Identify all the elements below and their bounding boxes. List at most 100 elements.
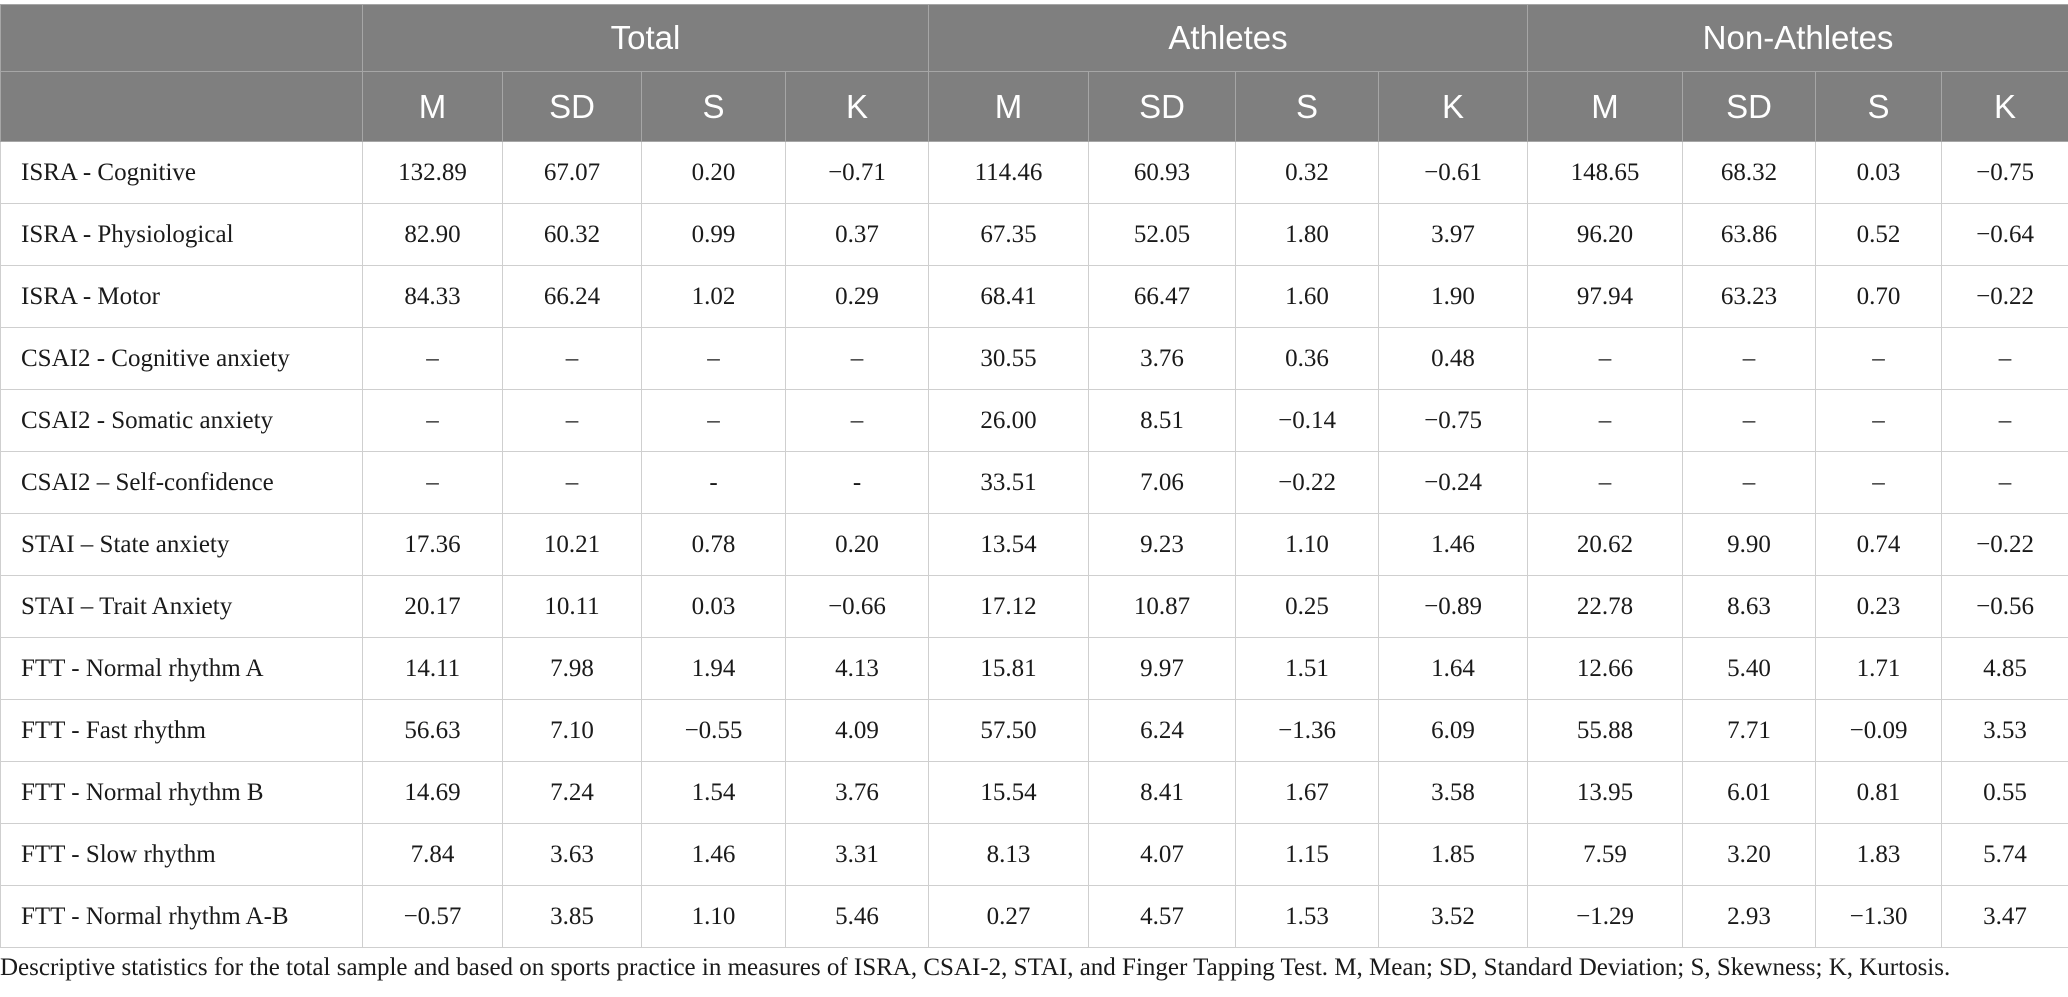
table-cell: 1.71	[1815, 637, 1943, 700]
table-cell: 4.85	[1941, 637, 2068, 700]
table-cell: 7.24	[502, 761, 642, 824]
group-header-non-athletes: Non-Athletes	[1527, 4, 2068, 72]
table-cell: –	[502, 389, 642, 452]
table-cell: 3.58	[1378, 761, 1529, 824]
row-label: CSAI2 – Self-confidence	[0, 451, 363, 514]
table-cell: −0.22	[1941, 265, 2068, 328]
table-cell: 3.63	[502, 823, 642, 886]
table-body: ISRA - Cognitive 132.89 67.07 0.20 −0.71 114.…	[0, 141, 2068, 948]
table-cell: 6.24	[1088, 699, 1237, 762]
table-cell: 6.01	[1682, 761, 1817, 824]
column-header: M	[1527, 71, 1684, 142]
table-cell: −0.75	[1941, 141, 2068, 204]
table-cell: 4.09	[784, 699, 930, 762]
table-cell: –	[362, 389, 503, 452]
table-cell: 63.86	[1682, 203, 1817, 266]
table-cell: −0.55	[641, 699, 786, 762]
column-header: S	[1815, 71, 1943, 142]
table-row: FTT - Normal rhythm A 14.11 7.98 1.94 4.13 15…	[0, 637, 2068, 700]
table-cell: 0.81	[1815, 761, 1943, 824]
table-cell: 60.93	[1088, 141, 1237, 204]
column-header: SD	[502, 71, 642, 142]
table-cell: 68.41	[928, 265, 1090, 328]
table-cell: 67.07	[502, 141, 642, 204]
table-cell: 4.07	[1088, 823, 1237, 886]
table-cell: 7.71	[1682, 699, 1817, 762]
table-row: STAI – Trait Anxiety 20.17 10.11 0.03 −0.66 1…	[0, 575, 2068, 638]
table-row: ISRA - Physiological 82.90 60.32 0.99 0.37 67…	[0, 203, 2068, 266]
table-cell: 63.23	[1682, 265, 1817, 328]
table-cell: 0.20	[641, 141, 786, 204]
row-label: ISRA - Physiological	[0, 203, 363, 266]
row-label: FTT - Normal rhythm B	[0, 761, 363, 824]
column-header: SD	[1682, 71, 1817, 142]
table-cell: 0.03	[641, 575, 786, 638]
table-cell: 1.10	[641, 885, 786, 948]
column-header: M	[928, 71, 1090, 142]
table-cell: 1.02	[641, 265, 786, 328]
table-cell: –	[1815, 451, 1943, 514]
table-cell: 3.85	[502, 885, 642, 948]
table-cell: 20.17	[362, 575, 503, 638]
table-cell: –	[1815, 327, 1943, 390]
column-header: K	[1941, 71, 2068, 142]
table-cell: 10.21	[502, 513, 642, 576]
row-label: STAI – Trait Anxiety	[0, 575, 363, 638]
table-cell: −0.75	[1378, 389, 1529, 452]
table-cell: −1.30	[1815, 885, 1943, 948]
table-cell: 8.51	[1088, 389, 1237, 452]
table-cell: 97.94	[1527, 265, 1684, 328]
header-corner-cell	[0, 4, 363, 72]
table-cell: 82.90	[362, 203, 503, 266]
table-cell: 0.03	[1815, 141, 1943, 204]
column-header: S	[641, 71, 786, 142]
table-cell: 26.00	[928, 389, 1090, 452]
row-label: ISRA - Motor	[0, 265, 363, 328]
table-cell: 8.63	[1682, 575, 1817, 638]
table-cell: 9.23	[1088, 513, 1237, 576]
table-cell: 55.88	[1527, 699, 1684, 762]
table-cell: −0.09	[1815, 699, 1943, 762]
table-cell: 9.90	[1682, 513, 1817, 576]
table-row: CSAI2 - Somatic anxiety – – – –26.00 8.51 −0.1…	[0, 389, 2068, 452]
table-cell: -	[641, 451, 786, 514]
table-cell: 0.23	[1815, 575, 1943, 638]
table-cell: 7.59	[1527, 823, 1684, 886]
table-row: CSAI2 - Cognitive anxiety – – – –30.55 3.76 0.…	[0, 327, 2068, 390]
table-cell: –	[1682, 327, 1817, 390]
descriptive-statistics-table: Total Athletes Non-Athletes M SD S K M S…	[0, 4, 2068, 948]
table-cell: 1.51	[1235, 637, 1380, 700]
table-cell: 0.36	[1235, 327, 1380, 390]
table-cell: –	[1527, 451, 1684, 514]
table-cell: -	[784, 451, 930, 514]
table-cell: –	[1682, 389, 1817, 452]
table-cell: 13.54	[928, 513, 1090, 576]
table-cell: 6.09	[1378, 699, 1529, 762]
table-cell: 15.54	[928, 761, 1090, 824]
table-cell: 14.69	[362, 761, 503, 824]
table-cell: 14.11	[362, 637, 503, 700]
table-cell: 84.33	[362, 265, 503, 328]
table-cell: 0.25	[1235, 575, 1380, 638]
table-cell: 15.81	[928, 637, 1090, 700]
table-cell: −0.22	[1941, 513, 2068, 576]
table-cell: −0.61	[1378, 141, 1529, 204]
table-row: FTT - Fast rhythm 56.63 7.10 −0.55 4.09 57.50…	[0, 699, 2068, 762]
table-header: Total Athletes Non-Athletes M SD S K M S…	[0, 4, 2068, 142]
table-cell: −0.71	[784, 141, 930, 204]
table-cell: 2.93	[1682, 885, 1817, 948]
table-cell: –	[362, 451, 503, 514]
table-cell: 0.20	[784, 513, 930, 576]
table-cell: 114.46	[928, 141, 1090, 204]
table-cell: 10.11	[502, 575, 642, 638]
table-cell: 1.67	[1235, 761, 1380, 824]
table-cell: 1.15	[1235, 823, 1380, 886]
table-cell: 5.46	[784, 885, 930, 948]
column-header: K	[784, 71, 930, 142]
table-cell: –	[362, 327, 503, 390]
table-cell: 30.55	[928, 327, 1090, 390]
table-cell: 1.94	[641, 637, 786, 700]
table-cell: 8.13	[928, 823, 1090, 886]
table-cell: 8.41	[1088, 761, 1237, 824]
table-cell: 1.60	[1235, 265, 1380, 328]
